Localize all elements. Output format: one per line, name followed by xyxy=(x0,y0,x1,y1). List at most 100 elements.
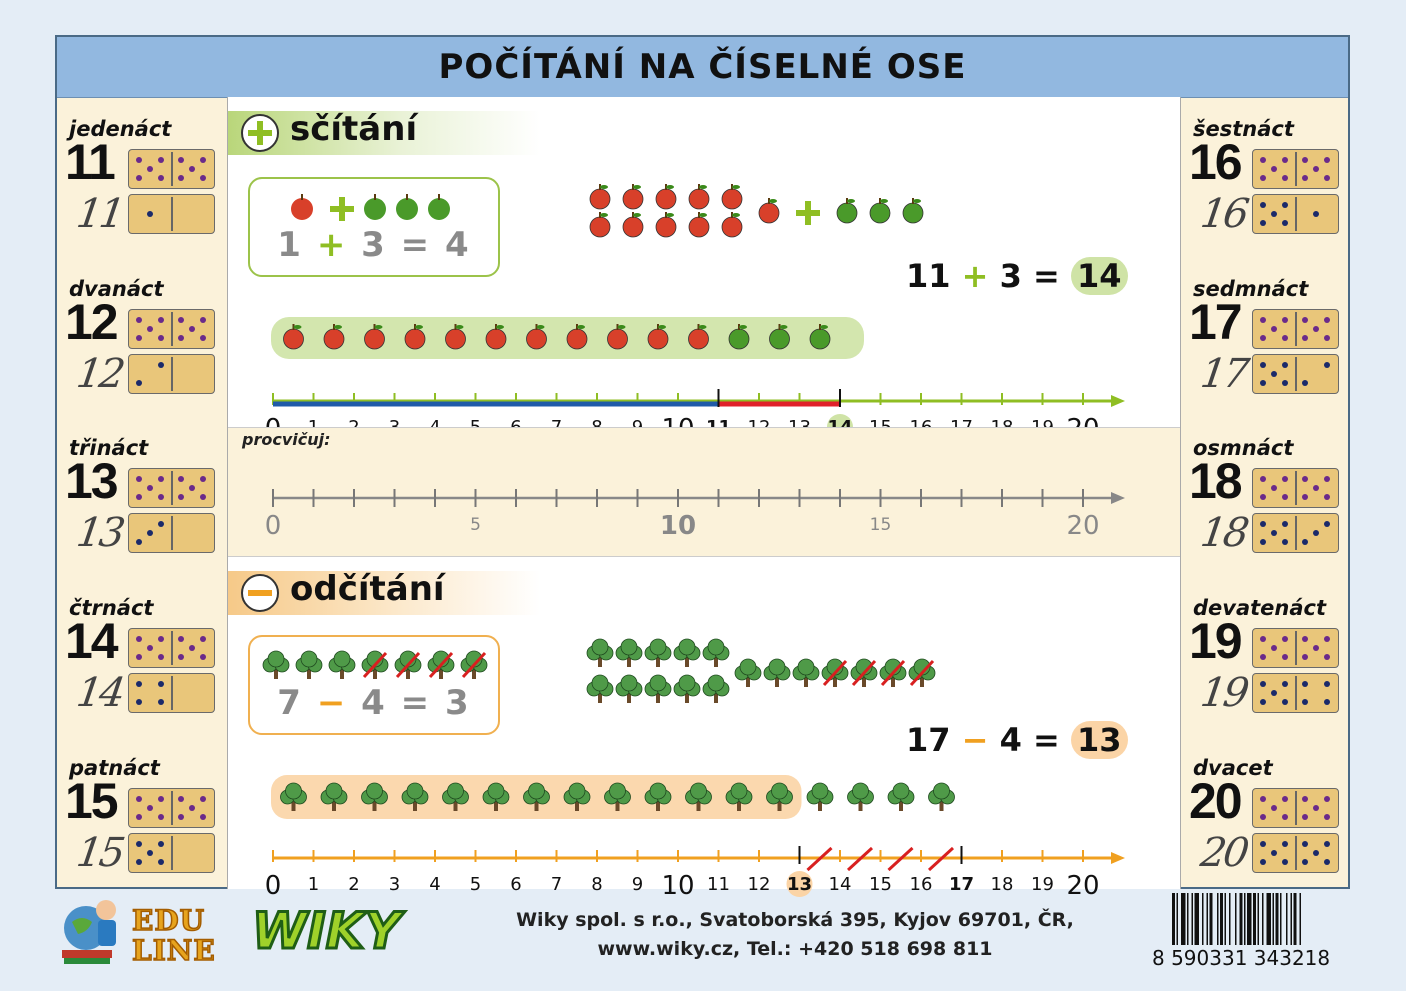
domino-pip xyxy=(136,859,142,865)
barcode-bar xyxy=(1194,893,1199,945)
domino-pip xyxy=(1282,699,1288,705)
domino-pip xyxy=(1282,317,1288,323)
barcode-bar xyxy=(1229,893,1231,945)
barcode-bar xyxy=(1275,893,1279,945)
tree-icon xyxy=(644,638,672,667)
number-card-12: dvanáct 12 12 xyxy=(57,257,227,415)
barcode-bar xyxy=(1262,893,1264,945)
tree-icon xyxy=(879,658,907,687)
number-card-19: devatenáct 19 19 xyxy=(1181,576,1351,734)
domino-pip xyxy=(147,850,153,856)
apple-icon xyxy=(758,198,780,224)
domino-pip xyxy=(178,814,184,820)
domino-units xyxy=(128,833,215,873)
tree-icon xyxy=(442,782,469,811)
green-apple-icon xyxy=(836,198,858,224)
domino-pip xyxy=(1324,814,1330,820)
plus-sign: + xyxy=(961,257,989,295)
tick-label: 9 xyxy=(632,874,643,895)
domino-pip xyxy=(1302,654,1308,660)
domino-pip xyxy=(1260,220,1266,226)
domino-pip xyxy=(147,485,153,491)
cross-mark xyxy=(428,651,454,679)
result: 3 xyxy=(445,683,471,723)
domino-pip xyxy=(178,654,184,660)
addition-equation: 11 + 3 = 14 xyxy=(906,257,1128,295)
tick-label: 0 xyxy=(265,871,282,901)
domino-pip xyxy=(178,494,184,500)
minus-sign: − xyxy=(961,721,989,759)
number-digits: 19 xyxy=(1189,613,1243,669)
domino-pip xyxy=(1282,636,1288,642)
domino-pip xyxy=(1324,859,1330,865)
apple-icon xyxy=(622,184,644,210)
subtraction-equation: 17 − 4 = 13 xyxy=(906,721,1128,759)
domino-pip xyxy=(1260,317,1266,323)
subtraction-header: odčítání xyxy=(228,569,540,615)
wiky-logo-text: WIKY xyxy=(252,902,406,958)
tree-icon xyxy=(295,650,323,679)
apple-icon xyxy=(485,324,507,350)
domino-pip xyxy=(136,681,142,687)
domino-pip xyxy=(1282,335,1288,341)
domino-units xyxy=(1252,194,1339,234)
domino-pip xyxy=(1313,850,1319,856)
number-word: devatenáct xyxy=(1193,596,1327,620)
domino-units xyxy=(1252,673,1339,713)
barcode-bar xyxy=(1239,893,1243,945)
barcode-bar xyxy=(1272,893,1274,945)
addition-apples-illustration xyxy=(589,184,924,238)
tree-icon xyxy=(361,650,389,679)
number-word: třináct xyxy=(69,436,149,460)
footer: EDU LINE WIKY Wiky spol. s r.o., Svatobo… xyxy=(0,890,1406,990)
green-apple-icon xyxy=(728,324,750,350)
barcode-bar xyxy=(1187,893,1189,945)
company-contact: www.wiky.cz, Tel.: +420 518 698 811 xyxy=(597,938,993,960)
apple-icon xyxy=(721,212,743,238)
tick-label: 2 xyxy=(348,874,359,895)
tick-label: 14 xyxy=(829,874,852,895)
apple-icon xyxy=(364,324,385,350)
domino-pip xyxy=(1302,699,1308,705)
addition-example-box: 1 + 3 = 4 xyxy=(248,177,500,277)
domino-pip xyxy=(158,175,164,181)
worksheet-card: POČÍTÁNÍ NA ČÍSELNÉ OSE jedenáct 11 11 d… xyxy=(55,35,1351,901)
tree-icon xyxy=(262,650,290,679)
cross-mark xyxy=(461,651,487,679)
tree-icon xyxy=(394,650,422,679)
green-apple-icon xyxy=(364,194,386,220)
domino-pip xyxy=(1260,202,1266,208)
practice-number-line: 0 5 10 15 20 xyxy=(265,489,1125,541)
domino-pip xyxy=(200,476,206,482)
domino-pip xyxy=(1271,690,1277,696)
barcode-bar xyxy=(1290,893,1292,945)
domino-pip xyxy=(1324,636,1330,642)
barcode-bar xyxy=(1191,893,1193,945)
number-card-17: sedmnáct 17 17 xyxy=(1181,257,1351,415)
tree-icon xyxy=(887,782,915,811)
domino-pip xyxy=(158,521,164,527)
domino-pip xyxy=(1282,859,1288,865)
tree-icon xyxy=(427,650,455,679)
domino-pip xyxy=(1260,681,1266,687)
cross-mark xyxy=(822,659,848,687)
tree-icon xyxy=(401,782,429,811)
domino-pip xyxy=(1282,202,1288,208)
tick-label: 8 xyxy=(591,874,602,895)
domino-pip xyxy=(136,699,142,705)
operand-a: 7 xyxy=(277,683,303,723)
tree-icon xyxy=(725,782,753,811)
apple-icon xyxy=(721,184,743,210)
domino-pip xyxy=(1324,317,1330,323)
tick-label: 0 xyxy=(265,511,282,541)
tick-label: 13 xyxy=(787,874,812,895)
domino-units xyxy=(1252,513,1339,553)
domino-pip xyxy=(147,326,153,332)
domino-pip xyxy=(1302,476,1308,482)
domino-pip xyxy=(136,157,142,163)
domino-ten xyxy=(128,628,215,668)
domino-pip xyxy=(1282,476,1288,482)
practice-label: procvičuj: xyxy=(242,430,331,449)
tree-icon xyxy=(320,782,348,811)
barcode-bar xyxy=(1202,893,1204,945)
